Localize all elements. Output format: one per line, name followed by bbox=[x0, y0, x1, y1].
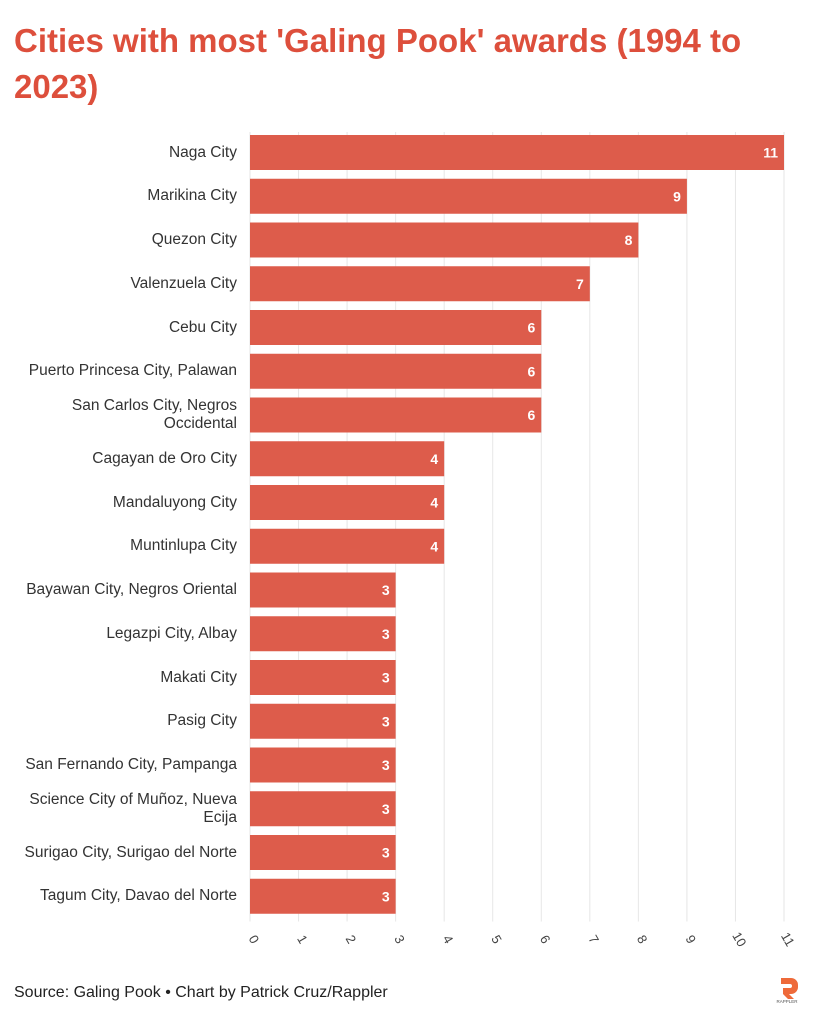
bar-value-label: 3 bbox=[382, 801, 390, 817]
bar bbox=[250, 222, 639, 258]
x-tick-label: 1 bbox=[294, 932, 311, 946]
bar bbox=[250, 572, 396, 608]
bar bbox=[250, 703, 396, 739]
bar bbox=[250, 791, 396, 827]
x-tick-label: 4 bbox=[440, 932, 457, 946]
x-tick-label: 9 bbox=[683, 932, 700, 946]
category-label: Tagum City, Davao del Norte bbox=[40, 887, 237, 905]
svg-text:RAPPLER: RAPPLER bbox=[776, 999, 798, 1004]
category-label: Bayawan City, Negros Oriental bbox=[26, 581, 237, 598]
category-label: Muntinlupa City bbox=[130, 537, 237, 555]
category-label: Naga City bbox=[168, 143, 237, 161]
bar-value-label: 3 bbox=[382, 845, 390, 861]
bar bbox=[250, 266, 590, 302]
bar-value-label: 3 bbox=[382, 713, 390, 729]
bar-value-label: 9 bbox=[673, 188, 681, 204]
category-label: Pasig City bbox=[167, 712, 237, 730]
bar-value-label: 6 bbox=[527, 320, 535, 336]
x-tick-label: 10 bbox=[729, 929, 749, 949]
bars: 11 9 8 7 6 6 6 4 4 4 3 3 3 3 3 3 3 3 bbox=[250, 135, 784, 914]
bar-value-label: 6 bbox=[527, 363, 535, 379]
category-label: Quezon City bbox=[151, 231, 237, 248]
bar bbox=[250, 616, 396, 652]
category-label: Puerto Princesa City, Palawan bbox=[28, 362, 237, 380]
bar bbox=[250, 135, 784, 170]
bar-value-label: 3 bbox=[382, 888, 390, 904]
bar-value-label: 4 bbox=[430, 538, 438, 554]
category-label: San Fernando City, Pampanga bbox=[25, 756, 237, 773]
bar-value-label: 11 bbox=[763, 145, 778, 161]
category-label: Valenzuela City bbox=[130, 274, 237, 292]
chart-title: Cities with most 'Galing Pook' awards (1… bbox=[14, 22, 742, 105]
category-label: Surigao City, Surigao del Norte bbox=[24, 843, 237, 861]
bar-value-label: 3 bbox=[382, 757, 390, 773]
category-label: Legazpi City, Albay bbox=[106, 624, 237, 642]
category-label: San Carlos City, Negros Occidental bbox=[71, 397, 237, 432]
bar bbox=[250, 660, 396, 695]
x-tick-label: 3 bbox=[391, 932, 408, 946]
category-label: Cagayan de Oro City bbox=[92, 449, 237, 467]
bar-value-label: 8 bbox=[625, 232, 633, 248]
x-tick-label: 5 bbox=[488, 932, 505, 946]
bar-value-label: 3 bbox=[382, 626, 390, 642]
bar bbox=[250, 178, 687, 214]
bar-value-label: 4 bbox=[430, 495, 438, 511]
bar bbox=[250, 878, 396, 914]
bar bbox=[250, 441, 445, 477]
x-tick-label: 0 bbox=[246, 932, 263, 946]
x-axis-ticks: 0 1 2 3 4 5 6 7 8 9 10 11 bbox=[246, 929, 798, 949]
x-tick-label: 11 bbox=[778, 930, 798, 949]
source-note: Source: Galing Pook • Chart by Patrick C… bbox=[14, 984, 388, 1001]
category-label: Marikina City bbox=[147, 187, 237, 205]
category-label: Mandaluyong City bbox=[112, 493, 237, 511]
gridlines bbox=[249, 132, 785, 922]
rappler-logo-icon: RAPPLER bbox=[776, 978, 798, 1004]
category-label: Cebu City bbox=[168, 318, 237, 336]
bar bbox=[250, 835, 396, 870]
bar-value-label: 4 bbox=[430, 451, 438, 467]
bar-value-label: 3 bbox=[382, 670, 390, 686]
x-tick-label: 2 bbox=[343, 932, 360, 946]
bar bbox=[250, 528, 445, 564]
category-label: Science City of Muñoz, Nueva Ecija bbox=[29, 790, 237, 826]
x-tick-label: 6 bbox=[537, 932, 554, 946]
bar-value-label: 6 bbox=[527, 407, 535, 423]
bar-chart: 11 9 8 7 6 6 6 4 4 4 3 3 3 3 3 3 3 3 0 1 2 3 4 5 6 7 8 9 10 11 bbox=[246, 132, 798, 949]
bar-value-label: 7 bbox=[576, 276, 584, 292]
bar bbox=[250, 397, 542, 433]
bar bbox=[250, 485, 445, 520]
x-tick-label: 7 bbox=[585, 932, 602, 946]
bar bbox=[250, 747, 396, 783]
bar bbox=[250, 353, 542, 389]
category-label: Makati City bbox=[160, 668, 237, 686]
bar bbox=[250, 310, 542, 345]
bar-value-label: 3 bbox=[382, 582, 390, 598]
x-tick-label: 8 bbox=[634, 932, 651, 946]
